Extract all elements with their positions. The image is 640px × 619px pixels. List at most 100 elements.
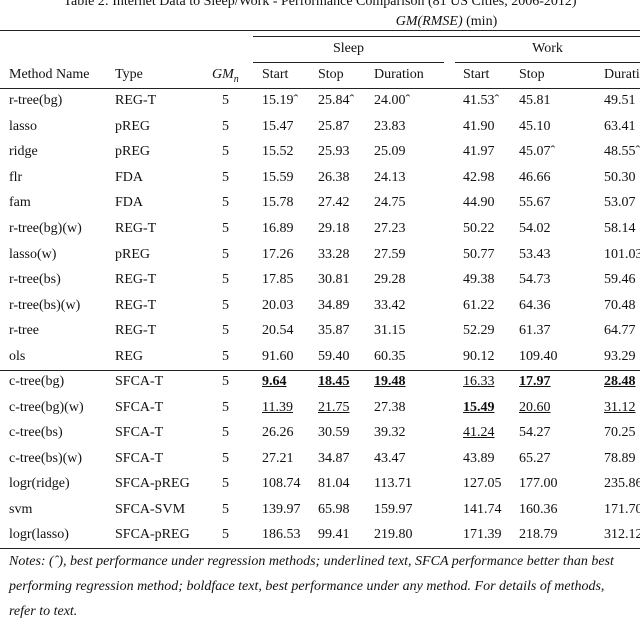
cell: svm <box>9 501 33 517</box>
rule <box>253 62 444 63</box>
cell: 64.77 <box>604 323 636 339</box>
cell: 41.90 <box>463 118 495 134</box>
cell: 90.12 <box>463 349 495 364</box>
cell: 17.85 <box>262 272 294 288</box>
cell: 141.74 <box>463 501 502 517</box>
cell: 27.21 <box>262 450 294 466</box>
rule <box>0 30 640 31</box>
cell: 61.22 <box>463 297 495 313</box>
rule <box>0 548 640 549</box>
cell: 15.49 <box>463 399 495 415</box>
cell: c-tree(bg)(w) <box>9 399 84 415</box>
cell: 45.07ˆ <box>519 144 556 160</box>
cell: 59.40 <box>318 349 350 364</box>
cell: 5 <box>222 195 229 211</box>
cell: 186.53 <box>262 527 301 542</box>
cell: pREG <box>115 144 150 160</box>
subgroup: Sleep <box>332 41 365 56</box>
cell: REG-T <box>115 272 157 288</box>
cell: SFCA-SVM <box>115 501 186 517</box>
caption: Table 2: Internet Data to Sleep/Work - P… <box>63 0 577 9</box>
cell: 218.79 <box>519 527 558 542</box>
cell: 33.28 <box>318 246 350 262</box>
cell: 5 <box>222 169 229 185</box>
cell: 27.42 <box>318 195 350 211</box>
column-header: Duration <box>604 67 640 82</box>
cell: REG <box>115 349 143 364</box>
group-header: GM(RMSE) (min) <box>253 14 640 30</box>
cell: REG-T <box>115 297 157 313</box>
cell: 160.36 <box>519 501 558 517</box>
metric: GM(RMSE) <box>395 14 463 29</box>
cell: 41.97 <box>463 144 495 160</box>
cell: logr(lasso) <box>9 527 69 542</box>
cell: 28.48 <box>604 374 636 389</box>
cell: 26.26 <box>262 425 294 440</box>
rule <box>0 88 640 89</box>
cell: 21.75 <box>318 399 350 415</box>
cell: 24.13 <box>374 169 406 185</box>
cell: 30.81 <box>318 272 350 288</box>
cell: REG-T <box>115 93 157 108</box>
cell: 64.36 <box>519 297 551 313</box>
cell: 5 <box>222 272 229 288</box>
cell: r-tree(bs)(w) <box>9 297 81 313</box>
cell: 27.38 <box>374 399 406 415</box>
cell: 235.86 <box>604 476 640 491</box>
cell: r-tree <box>9 323 40 339</box>
column-header: GMn <box>212 67 239 88</box>
cell: 45.81 <box>519 93 551 108</box>
cell: REG-T <box>115 323 157 339</box>
cell: 44.90 <box>463 195 495 211</box>
cell: pREG <box>115 246 150 262</box>
cell: 29.18 <box>318 221 350 236</box>
cell: 63.41 <box>604 118 636 134</box>
cell: REG-T <box>115 221 157 236</box>
cell: 46.66 <box>519 169 551 185</box>
cell: 58.14 <box>604 221 636 236</box>
subgroup: Work <box>532 41 563 56</box>
cell: c-tree(bs) <box>9 425 63 440</box>
cell: 61.37 <box>519 323 551 339</box>
rule <box>253 36 640 37</box>
cell: 81.04 <box>318 476 350 491</box>
cell: 5 <box>222 144 229 160</box>
cell: 53.43 <box>519 246 551 262</box>
cell: 16.33 <box>463 374 495 389</box>
cell: 5 <box>222 221 229 236</box>
cell: 25.87 <box>318 118 350 134</box>
cell: c-tree(bs)(w) <box>9 450 83 466</box>
notes: Notes: (ˆ), best performance under regre… <box>9 554 614 619</box>
cell: r-tree(bs) <box>9 272 61 288</box>
cell: 101.03 <box>604 246 640 262</box>
cell: 219.80 <box>374 527 413 542</box>
cell: 50.77 <box>463 246 495 262</box>
cell: c-tree(bg) <box>9 374 65 389</box>
cell: 17.97 <box>519 374 551 389</box>
cell: 99.41 <box>318 527 350 542</box>
cell: 159.97 <box>374 501 413 517</box>
cell: 34.87 <box>318 450 350 466</box>
cell: 9.64 <box>262 374 287 389</box>
cell: 5 <box>222 118 229 134</box>
column-header: Start <box>262 67 289 82</box>
cell: 78.89 <box>604 450 636 466</box>
cell: 15.19ˆ <box>262 93 299 108</box>
cell: 113.71 <box>374 476 412 491</box>
cell: 5 <box>222 450 229 466</box>
cell: 27.23 <box>374 221 406 236</box>
cell: 5 <box>222 374 229 389</box>
rule <box>0 370 640 371</box>
cell: 25.84ˆ <box>318 93 355 108</box>
cell: 31.15 <box>374 323 406 339</box>
cell: 70.25 <box>604 425 636 440</box>
cell: 30.59 <box>318 425 350 440</box>
column-header: Stop <box>318 67 344 82</box>
cell: 5 <box>222 527 229 542</box>
cell: 108.74 <box>262 476 301 491</box>
cell: 91.60 <box>262 349 294 364</box>
cell: SFCA-T <box>115 374 164 389</box>
cell: ols <box>9 349 26 364</box>
cell: 20.03 <box>262 297 294 313</box>
